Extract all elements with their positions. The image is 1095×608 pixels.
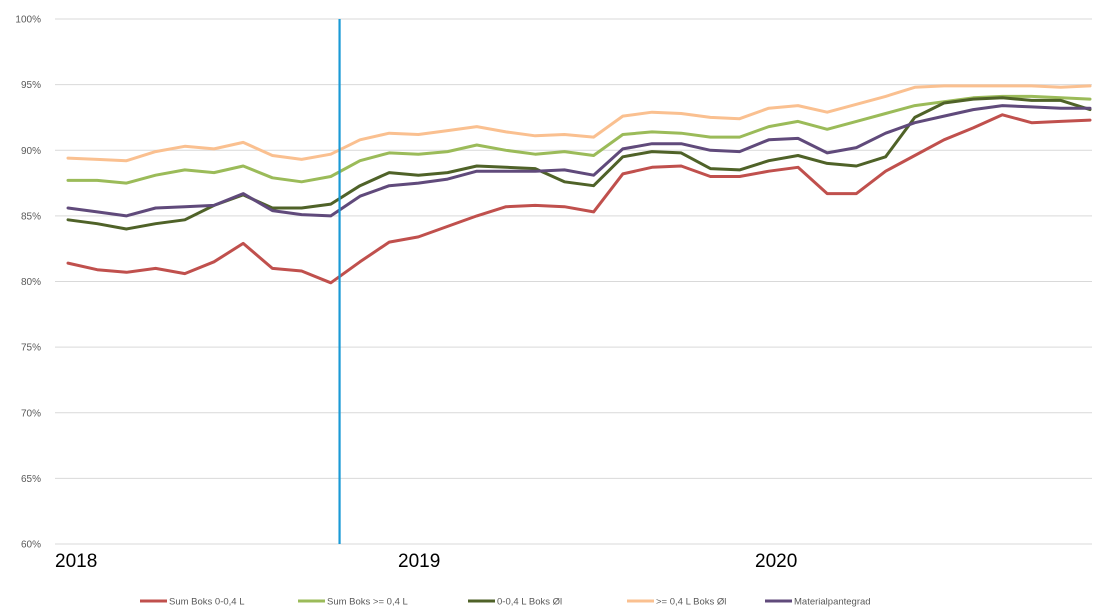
y-tick-label: 70% [21, 408, 41, 419]
y-tick-label: 95% [21, 80, 41, 91]
y-tick-label: 80% [21, 277, 41, 288]
legend-label: Sum Boks >= 0,4 L [327, 597, 408, 608]
legend-label: 0-0,4 L Boks Øl [497, 597, 562, 608]
series-line-1 [66, 113, 1092, 285]
x-axis-labels: 2018 2019 2020 [55, 551, 797, 572]
series-line-2 [66, 94, 1092, 185]
y-tick-label: 90% [21, 146, 41, 157]
y-tick-label: 60% [21, 540, 41, 551]
x-tick-label: 2019 [398, 551, 440, 572]
gridlines [55, 18, 1092, 545]
legend-label: >= 0,4 L Boks Øl [656, 597, 726, 608]
x-tick-label: 2020 [755, 551, 797, 572]
y-tick-label: 65% [21, 474, 41, 485]
series-line-5 [66, 104, 1092, 218]
legend: Sum Boks 0-0,4 L Sum Boks >= 0,4 L 0-0,4 L… [140, 597, 871, 608]
series-lines [66, 84, 1092, 285]
y-tick-label: 75% [21, 343, 41, 354]
y-tick-label: 85% [21, 211, 41, 222]
y-axis-ticks: 60% 65% 70% 75% 80% 85% 90% 95% 100% [15, 15, 41, 551]
x-tick-label: 2018 [55, 551, 97, 572]
y-tick-label: 100% [15, 15, 41, 26]
legend-label: Sum Boks 0-0,4 L [169, 597, 245, 608]
series-line-4 [66, 84, 1092, 163]
legend-label: Materialpantegrad [794, 597, 871, 608]
